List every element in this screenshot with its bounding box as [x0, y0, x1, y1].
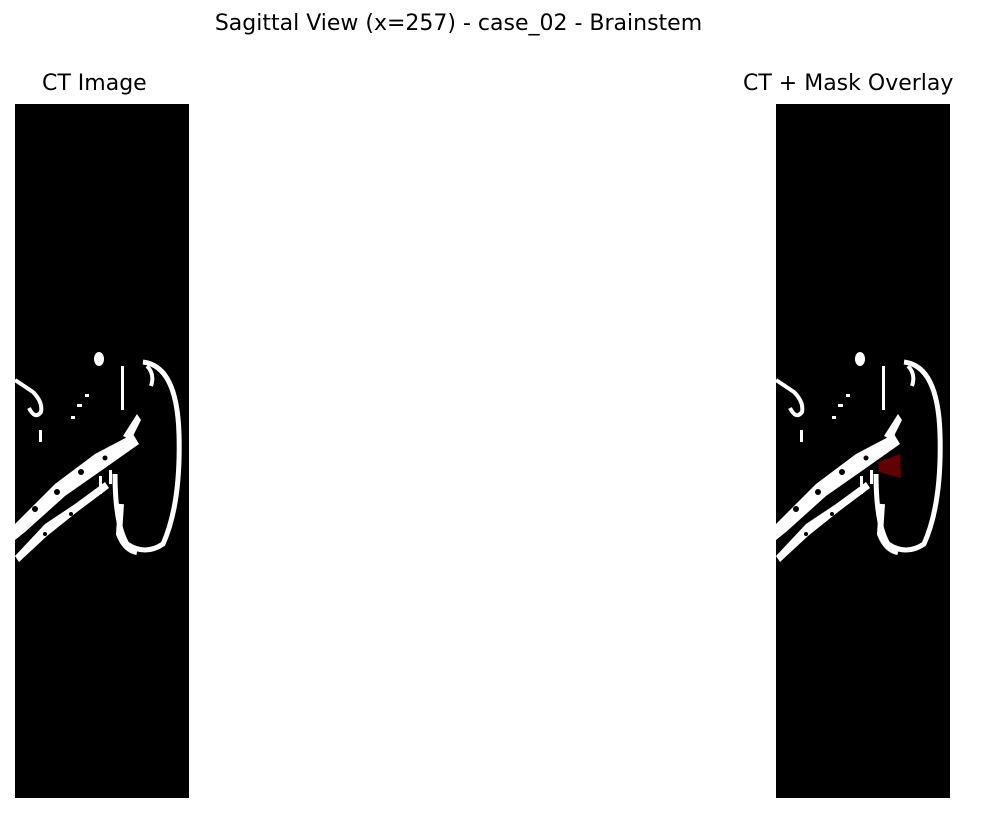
ct-image-title: CT Image — [42, 71, 147, 96]
ct-slice-image — [15, 352, 182, 562]
overlay-title: CT + Mask Overlay — [743, 71, 954, 96]
bone-structures — [15, 352, 182, 562]
bone-structures — [776, 352, 943, 562]
figure-title: Sagittal View (x=257) - case_02 - Brains… — [214, 11, 703, 36]
ct-overlay-image — [776, 352, 943, 562]
ct-overlay-panel — [776, 104, 950, 798]
ct-image-panel — [15, 104, 189, 798]
brainstem-mask — [878, 454, 901, 478]
